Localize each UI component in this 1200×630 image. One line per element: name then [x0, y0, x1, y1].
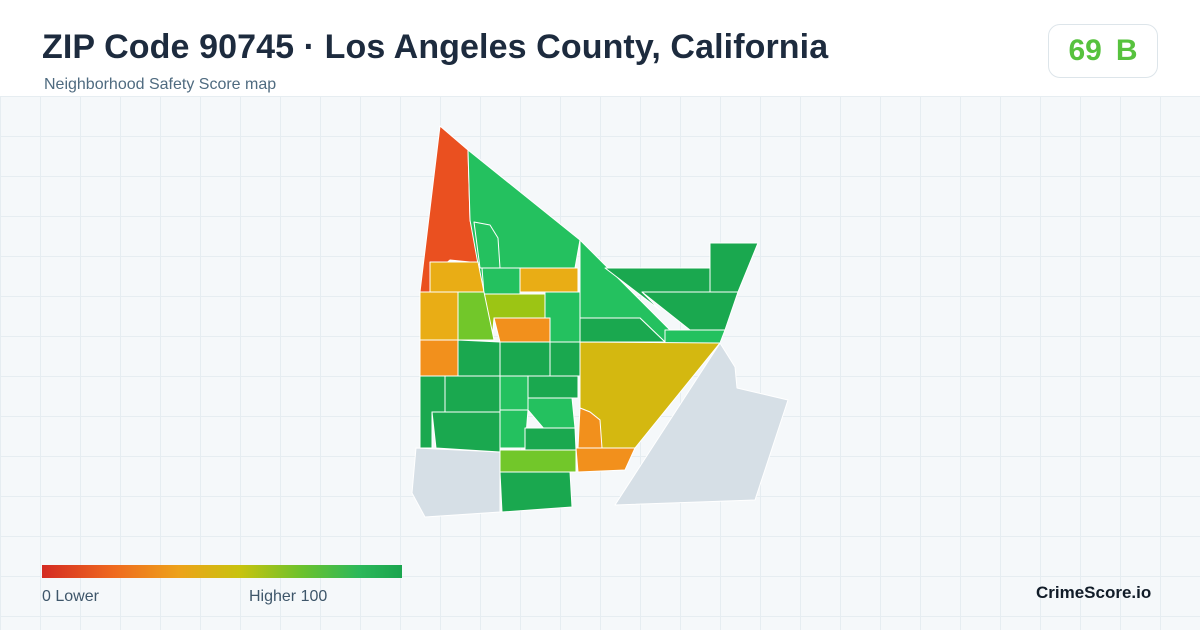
- no-data-area-east: [614, 342, 789, 506]
- tract-southwest: [431, 411, 501, 453]
- tract-south-center-2: [527, 375, 579, 399]
- tract-south-light-green: [499, 449, 577, 473]
- tract-south-center-4: [499, 409, 529, 449]
- page-title: ZIP Code 90745 · Los Angeles County, Cal…: [42, 28, 829, 66]
- tract-north-inner: [473, 221, 501, 269]
- tract-central-east: [549, 341, 581, 377]
- tract-west-amber: [419, 291, 459, 341]
- tract-upper-amber-east: [519, 267, 579, 293]
- tract-orange-south: [575, 447, 636, 473]
- tract-central: [499, 341, 551, 377]
- tract-orange-center: [493, 317, 551, 343]
- tract-south-green: [499, 471, 573, 513]
- tract-northeast-corner: [709, 242, 759, 293]
- tract-west-center-lower: [444, 375, 501, 413]
- tract-south-center-3: [527, 397, 576, 431]
- score-grade: B: [1115, 34, 1138, 67]
- page-subtitle: Neighborhood Safety Score map: [44, 76, 277, 93]
- tract-northeast-lower: [664, 329, 726, 344]
- tract-central-west: [457, 339, 501, 377]
- tract-south-center-5: [524, 427, 577, 451]
- brand-name[interactable]: CrimeScore.io: [1036, 583, 1152, 602]
- score-badge: 69 B: [1048, 24, 1158, 78]
- score-value: 69: [1068, 34, 1102, 67]
- legend-min-label: 0 Lower: [42, 588, 99, 605]
- tract-light-green: [457, 291, 495, 341]
- tract-orange-wedge: [577, 407, 603, 449]
- header: ZIP Code 90745 · Los Angeles County, Cal…: [0, 0, 1200, 96]
- tract-west-orange: [419, 339, 459, 377]
- legend-color-bar: [42, 565, 402, 578]
- tract-north-amber: [429, 261, 485, 293]
- legend-max-label: Higher 100: [249, 588, 328, 605]
- no-data-area-southwest: [411, 447, 501, 518]
- tract-south-center-1: [499, 375, 529, 411]
- tract-upper-center: [481, 267, 521, 295]
